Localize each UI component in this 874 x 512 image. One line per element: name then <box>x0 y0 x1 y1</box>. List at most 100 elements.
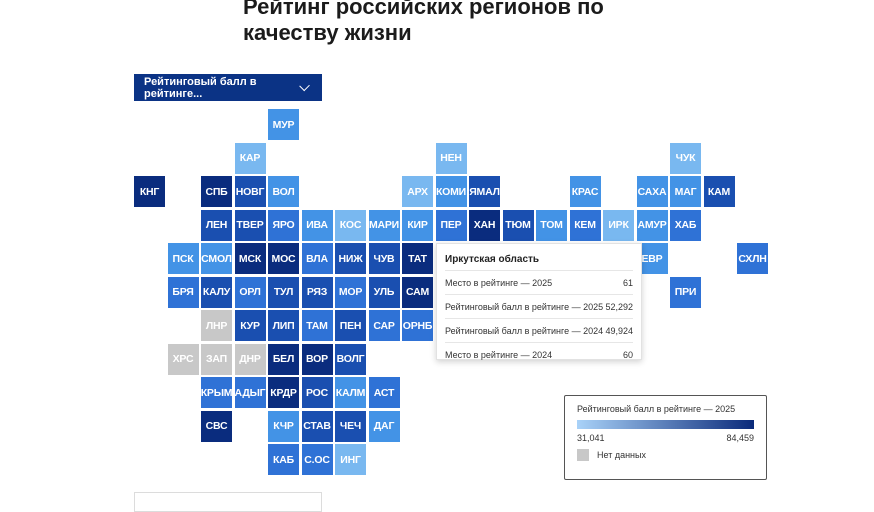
color-legend: Рейтинговый балл в рейтинге — 2025 31,04… <box>564 395 767 480</box>
tooltip-row-label: Рейтинговый балл в рейтинге — 2024 <box>445 325 604 336</box>
region-tile-тул[interactable]: ТУЛ <box>268 276 299 308</box>
region-tile-евр[interactable]: ЕВР <box>636 243 668 274</box>
region-tile-кчр[interactable]: КЧР <box>268 410 299 442</box>
region-tile-свс[interactable]: СВС <box>201 410 232 442</box>
region-tile-мос[interactable]: МОС <box>268 243 299 274</box>
region-tile-сос[interactable]: С.ОС <box>301 444 333 475</box>
secondary-select[interactable] <box>134 492 322 512</box>
tooltip-row-value: 52,292 <box>605 301 633 312</box>
legend-no-data: Нет данных <box>577 449 754 461</box>
tooltip-row: Место в рейтинге — 2025 61 <box>445 270 633 294</box>
region-tile-бел[interactable]: БЕЛ <box>268 343 299 375</box>
region-tile-хрс[interactable]: ХРС <box>167 343 199 375</box>
region-tile-волг[interactable]: ВОЛГ <box>335 343 366 375</box>
region-tile-ирк[interactable]: ИРК <box>603 209 634 241</box>
region-tile-адыг[interactable]: АДЫГ <box>234 377 266 408</box>
region-tile-орнб[interactable]: ОРНБ <box>402 310 433 341</box>
region-tile-кар[interactable]: КАР <box>234 142 266 174</box>
tooltip-region-name: Иркутская область <box>445 254 540 265</box>
region-tile-тюм[interactable]: ТЮМ <box>502 209 534 241</box>
region-tile-крас[interactable]: КРАС <box>569 176 601 207</box>
region-tile-твер[interactable]: ТВЕР <box>234 209 266 241</box>
region-tile-пск[interactable]: ПСК <box>167 243 199 274</box>
region-tile-ряз[interactable]: РЯЗ <box>301 276 333 308</box>
legend-range: 31,041 84,459 <box>577 433 754 443</box>
region-tile-зап[interactable]: ЗАП <box>201 343 232 375</box>
metric-select[interactable]: Рейтинговый балл в рейтинге... <box>134 74 322 101</box>
region-tile-кос[interactable]: КОС <box>335 209 366 241</box>
region-tile-мур[interactable]: МУР <box>268 109 299 140</box>
region-tile-мск[interactable]: МСК <box>234 243 266 274</box>
region-tile-орл[interactable]: ОРЛ <box>234 276 266 308</box>
region-tile-крдр[interactable]: КРДР <box>268 377 299 408</box>
region-tile-сам[interactable]: САМ <box>402 276 433 308</box>
tooltip-row-value: 49,924 <box>605 325 633 336</box>
region-tile-каб[interactable]: КАБ <box>268 444 299 475</box>
tooltip-row-label: Место в рейтинге — 2025 <box>445 277 553 288</box>
region-tile-лип[interactable]: ЛИП <box>268 310 299 341</box>
region-tile-смол[interactable]: СМОЛ <box>201 243 232 274</box>
region-tile-спб[interactable]: СПБ <box>201 176 232 207</box>
region-tile-чув[interactable]: ЧУВ <box>368 243 400 274</box>
no-data-swatch <box>577 449 589 461</box>
region-tile-кир[interactable]: КИР <box>402 209 433 241</box>
region-tile-тат[interactable]: ТАТ <box>402 243 433 274</box>
region-tile-амур[interactable]: АМУР <box>636 209 668 241</box>
region-tile-кнг[interactable]: КНГ <box>134 176 165 207</box>
region-tile-хаб[interactable]: ХАБ <box>670 209 701 241</box>
region-tile-коми[interactable]: КОМИ <box>435 176 467 207</box>
region-tile-ива[interactable]: ИВА <box>301 209 333 241</box>
tooltip-row-value: 61 <box>622 277 633 288</box>
region-tile-даг[interactable]: ДАГ <box>368 410 400 442</box>
region-tile-яро[interactable]: ЯРО <box>268 209 299 241</box>
tooltip-row: Место в рейтинге — 2024 60 <box>445 342 633 366</box>
region-tile-пер[interactable]: ПЕР <box>435 209 467 241</box>
region-tile-лнр[interactable]: ЛНР <box>201 310 232 341</box>
region-tile-нен[interactable]: НЕН <box>435 142 467 174</box>
region-tile-map: МУР КАР НЕН ЧУК КНГ СПБ НОВГ ВОЛ АРХ КОМИ ЯМАЛ КРАС… <box>134 109 768 475</box>
region-tile-став[interactable]: СТАВ <box>301 410 333 442</box>
page-title: Рейтинг российских регионов по качеству … <box>243 0 604 45</box>
region-tile-саха[interactable]: САХА <box>636 176 668 207</box>
tooltip-row-label: Рейтинговый балл в рейтинге — 2025 <box>445 301 604 312</box>
region-tile-схлн[interactable]: СХЛН <box>737 243 768 274</box>
region-tile-новг[interactable]: НОВГ <box>234 176 266 207</box>
region-tile-калм[interactable]: КАЛМ <box>335 377 366 408</box>
region-tile-ямал[interactable]: ЯМАЛ <box>469 176 500 207</box>
tooltip-row: Рейтинговый балл в рейтинге — 2024 49,92… <box>445 318 633 342</box>
region-tile-мор[interactable]: МОР <box>335 276 366 308</box>
region-tile-пен[interactable]: ПЕН <box>335 310 366 341</box>
region-tile-чеч[interactable]: ЧЕЧ <box>335 410 366 442</box>
no-data-label: Нет данных <box>597 450 646 460</box>
region-tile-маг[interactable]: МАГ <box>670 176 701 207</box>
region-tile-вол[interactable]: ВОЛ <box>268 176 299 207</box>
region-tile-уль[interactable]: УЛЬ <box>368 276 400 308</box>
region-tile-сар[interactable]: САР <box>368 310 400 341</box>
region-tile-том[interactable]: ТОМ <box>536 209 567 241</box>
region-tile-лен[interactable]: ЛЕН <box>201 209 232 241</box>
legend-title: Рейтинговый балл в рейтинге — 2025 <box>577 404 736 414</box>
tooltip-row: Рейтинговый балл в рейтинге — 2025 52,29… <box>445 294 633 318</box>
region-tile-арх[interactable]: АРХ <box>402 176 433 207</box>
region-tooltip: Иркутская область Место в рейтинге — 202… <box>436 243 642 360</box>
region-tile-крым[interactable]: КРЫМ <box>201 377 232 408</box>
region-tile-днр[interactable]: ДНР <box>234 343 266 375</box>
region-tile-мари[interactable]: МАРИ <box>368 209 400 241</box>
region-tile-хан[interactable]: ХАН <box>469 209 500 241</box>
region-tile-чук[interactable]: ЧУК <box>670 142 701 174</box>
region-tile-рос[interactable]: РОС <box>301 377 333 408</box>
region-tile-бря[interactable]: БРЯ <box>167 276 199 308</box>
region-tile-вор[interactable]: ВОР <box>301 343 333 375</box>
region-tile-аст[interactable]: АСТ <box>368 377 400 408</box>
region-tile-ниж[interactable]: НИЖ <box>335 243 366 274</box>
tooltip-row-label: Место в рейтинге — 2024 <box>445 349 553 360</box>
legend-min: 31,041 <box>577 433 605 443</box>
region-tile-кур[interactable]: КУР <box>234 310 266 341</box>
region-tile-кем[interactable]: КЕМ <box>569 209 601 241</box>
region-tile-инг[interactable]: ИНГ <box>335 444 366 475</box>
region-tile-кам[interactable]: КАМ <box>703 176 735 207</box>
region-tile-калу[interactable]: КАЛУ <box>201 276 232 308</box>
region-tile-при[interactable]: ПРИ <box>670 276 701 308</box>
region-tile-вла[interactable]: ВЛА <box>301 243 333 274</box>
region-tile-там[interactable]: ТАМ <box>301 310 333 341</box>
